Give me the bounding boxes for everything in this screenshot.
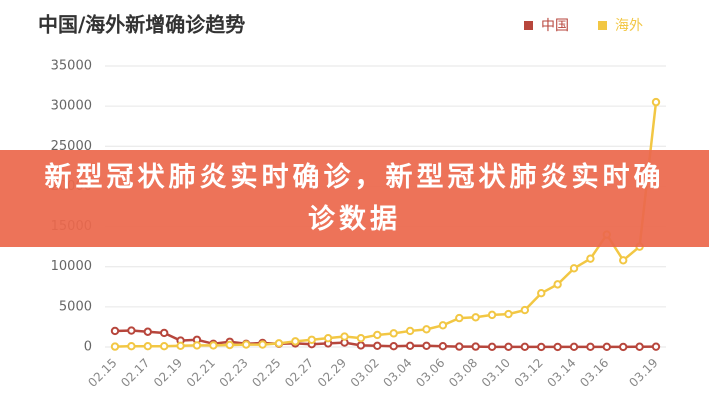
data-point [389,329,398,338]
chart-title: 中国/海外新增确诊趋势 [38,13,245,37]
data-point [291,337,300,346]
data-point [307,335,316,344]
data-point [586,342,595,352]
data-point [356,333,366,343]
legend-label: 中国 [541,18,569,34]
data-point [619,256,628,265]
data-point [520,342,530,352]
data-point [504,342,513,352]
data-point [127,326,136,335]
data-point [110,342,120,351]
y-tick-label: 30000 [51,99,92,114]
data-point [159,328,169,338]
series-line [114,329,657,349]
data-point [471,313,480,322]
data-point [471,342,480,351]
y-tick-label: 0 [84,340,92,355]
data-point [422,325,431,334]
data-point [143,327,152,336]
data-point [356,341,366,350]
x-tick-label: 03.10 [479,356,513,390]
data-point [553,280,562,289]
data-point [537,289,546,298]
x-tick-label: 02.29 [315,356,349,390]
data-point [455,313,464,323]
data-point [323,333,333,343]
data-point [438,341,448,351]
x-tick-label: 03.04 [380,356,414,390]
data-point [635,342,644,351]
data-point [651,342,661,351]
data-point [192,341,202,350]
data-point [241,340,251,349]
x-tick-label: 03.19 [626,356,660,390]
y-tick-label: 5000 [59,299,92,314]
data-point [159,341,169,351]
y-tick-label: 10000 [51,259,92,274]
legend-marker [598,21,607,30]
data-point [405,341,415,350]
data-point [586,254,595,263]
x-tick-label: 03.12 [512,356,546,390]
data-point [520,305,530,315]
data-point [405,326,415,336]
data-point [373,330,382,340]
y-tick-label: 35000 [51,59,92,74]
data-point [602,342,612,352]
data-point [619,342,628,352]
x-tick-label: 02.27 [282,356,316,390]
x-tick-label: 03.14 [544,356,578,390]
data-point [176,341,185,350]
data-point [569,264,579,273]
data-point [422,341,431,350]
x-tick-label: 02.15 [85,356,119,390]
x-tick-label: 02.23 [217,356,251,390]
data-point [569,342,579,352]
data-point [258,340,267,349]
banner: 新型冠状肺炎实时确诊，新型冠状肺炎实时确诊数据 [0,150,709,247]
legend-marker [524,21,533,30]
data-point [455,342,464,351]
data-point [487,310,497,320]
data-point [274,339,284,348]
x-tick-label: 02.25 [249,356,283,390]
x-tick-label: 02.19 [151,356,185,390]
data-point [209,341,218,350]
legend-label: 海外 [615,18,643,34]
banner-text: 新型冠状肺炎实时确诊，新型冠状肺炎实时确诊数据 [44,161,665,235]
data-point [487,342,497,352]
data-point [110,326,120,336]
data-point [340,332,349,341]
x-tick-label: 03.02 [348,356,382,390]
data-point [143,341,152,351]
data-point [373,341,382,350]
x-tick-label: 03.16 [577,356,611,390]
data-point [537,342,546,352]
x-tick-label: 02.17 [118,356,152,390]
data-point [438,321,448,330]
x-tick-label: 03.06 [413,356,447,390]
data-point [389,341,398,351]
x-tick-label: 02.21 [184,356,218,390]
data-point [651,97,661,107]
data-point [553,342,562,352]
x-tick-label: 03.08 [446,356,480,390]
series-line [114,101,658,348]
data-point [127,341,136,351]
data-point [504,309,513,319]
data-point [225,340,234,350]
